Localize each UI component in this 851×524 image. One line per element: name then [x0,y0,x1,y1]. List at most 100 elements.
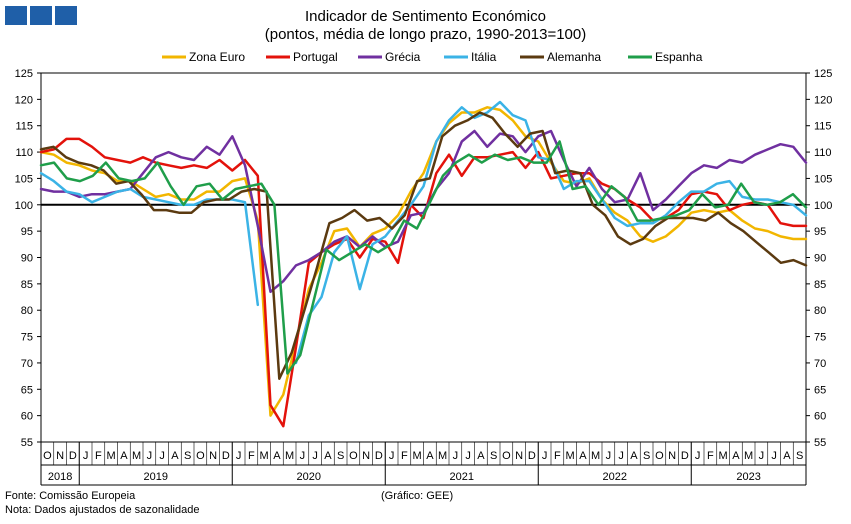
y-tick-label-right: 65 [814,384,826,396]
month-tick-label: J [83,450,89,462]
month-tick-label: M [591,450,600,462]
y-tick-label-right: 70 [814,358,826,370]
y-tick-label-left: 125 [15,68,33,80]
footer-note: Nota: Dados ajustados de sazonalidade [5,504,200,516]
series-line-alemanha [39,111,808,380]
series-line-gr-cia [39,129,808,294]
footer-source: Fonte: Comissão Europeia [5,490,136,502]
y-tick-label-left: 75 [21,332,33,344]
month-tick-label: O [196,450,205,462]
year-tick-label: 2019 [144,471,168,483]
month-tick-label: J [606,450,612,462]
month-tick-label: J [300,450,306,462]
month-tick-label: M [744,450,753,462]
month-tick-label: F [248,450,255,462]
month-tick-label: N [362,450,370,462]
chart-subtitle: (pontos, média de longo prazo, 1990-2013… [264,26,587,43]
month-tick-label: A [630,450,638,462]
series-line-zona-euro [39,106,808,417]
month-tick-label: J [159,450,165,462]
y-tick-label-right: 60 [814,411,826,423]
month-tick-label: J [389,450,395,462]
y-tick-label-left: 110 [15,147,33,159]
legend-label: Zona Euro [189,50,245,64]
month-tick-label: N [56,450,64,462]
month-tick-label: D [681,450,689,462]
month-tick-label: S [337,450,344,462]
month-tick-label: F [401,450,408,462]
month-tick-label: M [107,450,116,462]
logo-block [5,6,27,25]
month-tick-label: N [668,450,676,462]
y-tick-label-right: 95 [814,226,826,238]
month-tick-label: A [171,450,179,462]
y-tick-label-left: 80 [21,305,33,317]
year-tick-label: 2021 [450,471,474,483]
month-tick-label: D [69,450,77,462]
year-tick-label: 2023 [736,471,760,483]
logo-block [55,6,77,25]
month-tick-label: O [502,450,511,462]
month-tick-label: M [285,450,294,462]
month-tick-label: F [707,450,714,462]
y-tick-label-left: 90 [21,253,33,265]
month-tick-label: J [465,450,471,462]
month-tick-label: S [490,450,497,462]
plot-frame [40,72,807,443]
y-tick-label-left: 85 [21,279,33,291]
month-tick-label: S [184,450,191,462]
y-tick-label-right: 75 [814,332,826,344]
month-tick-label: A [783,450,791,462]
month-tick-label: M [132,450,141,462]
month-tick-label: N [515,450,523,462]
legend-label: Espanha [655,50,703,64]
y-tick-label-right: 80 [814,305,826,317]
month-tick-label: M [566,450,575,462]
month-tick-label: O [43,450,52,462]
logo [5,6,77,25]
month-tick-label: M [719,450,728,462]
month-tick-label: J [312,450,318,462]
year-tick-label: 2018 [48,471,72,483]
y-tick-label-right: 125 [814,68,832,80]
month-tick-label: O [349,450,358,462]
y-tick-label-left: 120 [15,94,33,106]
y-tick-label-right: 110 [814,147,832,159]
month-tick-label: O [655,450,664,462]
legend-label: Alemanha [547,50,601,64]
month-tick-label: J [618,450,624,462]
month-tick-label: J [542,450,548,462]
y-tick-label-right: 105 [814,173,832,185]
y-tick-label-left: 105 [15,173,33,185]
month-tick-label: S [643,450,650,462]
month-tick-label: A [324,450,332,462]
month-tick-label: M [438,450,447,462]
month-tick-label: A [273,450,281,462]
month-tick-label: M [413,450,422,462]
month-tick-label: A [120,450,128,462]
y-tick-label-right: 90 [814,253,826,265]
month-tick-label: A [732,450,740,462]
legend-label: Itália [471,50,497,64]
month-tick-label: M [260,450,269,462]
footer-credit: (Gráfico: GEE) [381,490,454,502]
y-tick-label-right: 120 [814,94,832,106]
month-tick-label: J [759,450,765,462]
series-line-espanha [39,140,808,375]
month-tick-label: F [554,450,561,462]
month-tick-label: N [209,450,217,462]
month-tick-label: J [453,450,459,462]
legend-label: Portugal [293,50,338,64]
month-tick-label: D [528,450,536,462]
month-tick-label: F [95,450,102,462]
series-line-it-lia [39,100,808,365]
month-tick-label: D [222,450,230,462]
y-tick-label-left: 95 [21,226,33,238]
logo-block [30,6,52,25]
chart-title: Indicador de Sentimento Económico [305,8,546,25]
month-tick-label: S [796,450,803,462]
y-tick-label-right: 55 [814,437,826,449]
month-tick-label: A [477,450,485,462]
y-tick-label-left: 60 [21,411,33,423]
